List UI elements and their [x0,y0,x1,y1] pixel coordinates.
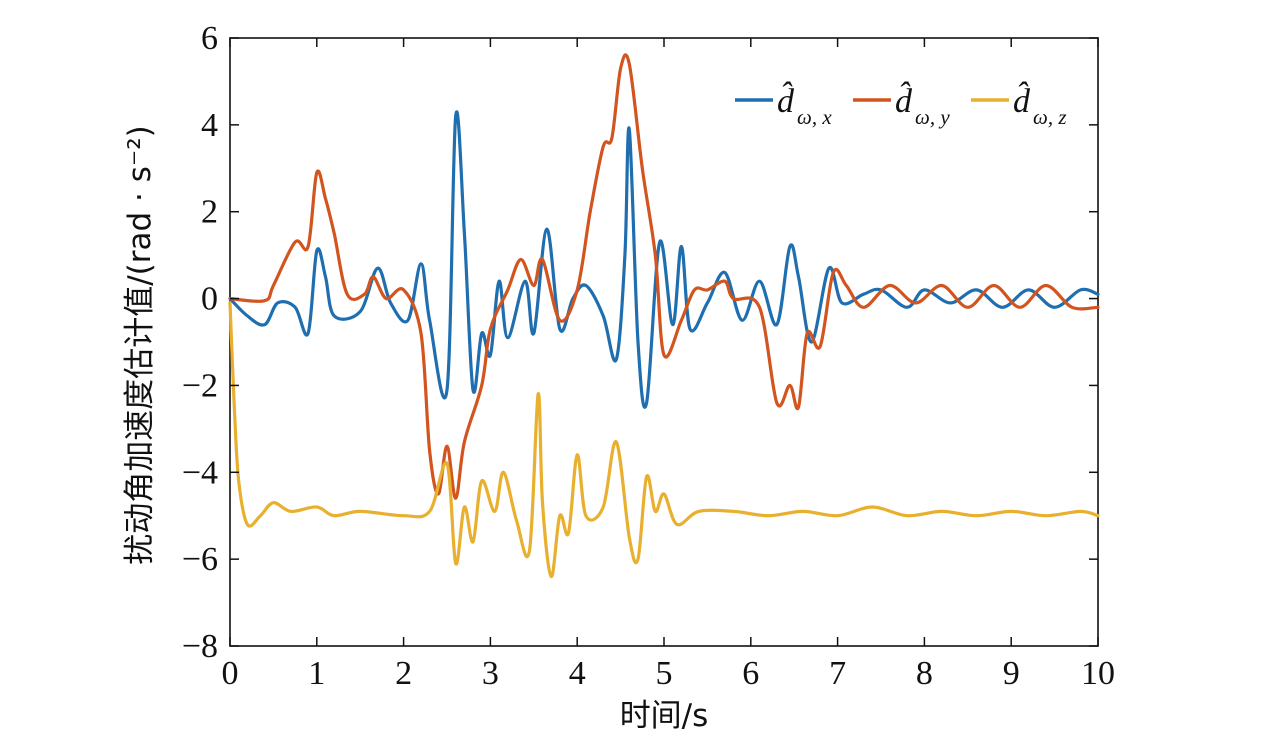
y-tick-label: −8 [182,628,218,665]
y-tick-label: 6 [201,20,218,57]
plot-frame [229,37,1099,647]
x-tick-label: 8 [916,655,933,692]
x-tick-label: 10 [1081,655,1115,692]
x-tick-label: 1 [308,655,325,692]
y-tick-label: −4 [182,454,218,491]
legend: d̂ ω, x d̂ ω, y d̂ ω, z [735,81,1067,129]
legend-label-2: d̂ [895,81,913,120]
y-tick-label: 2 [201,194,218,231]
legend-sublabel-1: ω, x [797,105,832,129]
x-tick-label: 0 [222,655,239,692]
legend-label-1: d̂ [777,81,795,120]
y-tick-label: −2 [182,367,218,404]
series-line-1 [228,110,1100,409]
series-layer [228,53,1100,579]
x-tick-label: 6 [742,655,759,692]
x-tick-label: 4 [569,655,586,692]
series-line-3 [228,301,1100,579]
x-tick-label: 3 [482,655,499,692]
x-tick-label: 2 [395,655,412,692]
y-tick-label: 4 [201,107,218,144]
y-tick-label: −6 [182,541,218,578]
series-line-2 [228,53,1100,500]
legend-label-3: d̂ [1013,81,1031,120]
x-tick-label: 7 [829,655,846,692]
x-axis-title: 时间/s [620,698,709,734]
x-tick-label: 9 [1003,655,1020,692]
plot-area [228,37,1100,647]
legend-sublabel-3: ω, z [1033,105,1067,129]
y-axis-title: 扰动角加速度估计值/(rad · s⁻²) [122,125,158,565]
y-tick-label: 0 [201,281,218,318]
legend-sublabel-2: ω, y [915,105,950,129]
ticks-layer: 0 1 2 3 4 5 6 7 8 9 10 −8 −6 −4 −2 0 2 4 6 [182,20,1115,692]
x-tick-label: 5 [656,655,673,692]
